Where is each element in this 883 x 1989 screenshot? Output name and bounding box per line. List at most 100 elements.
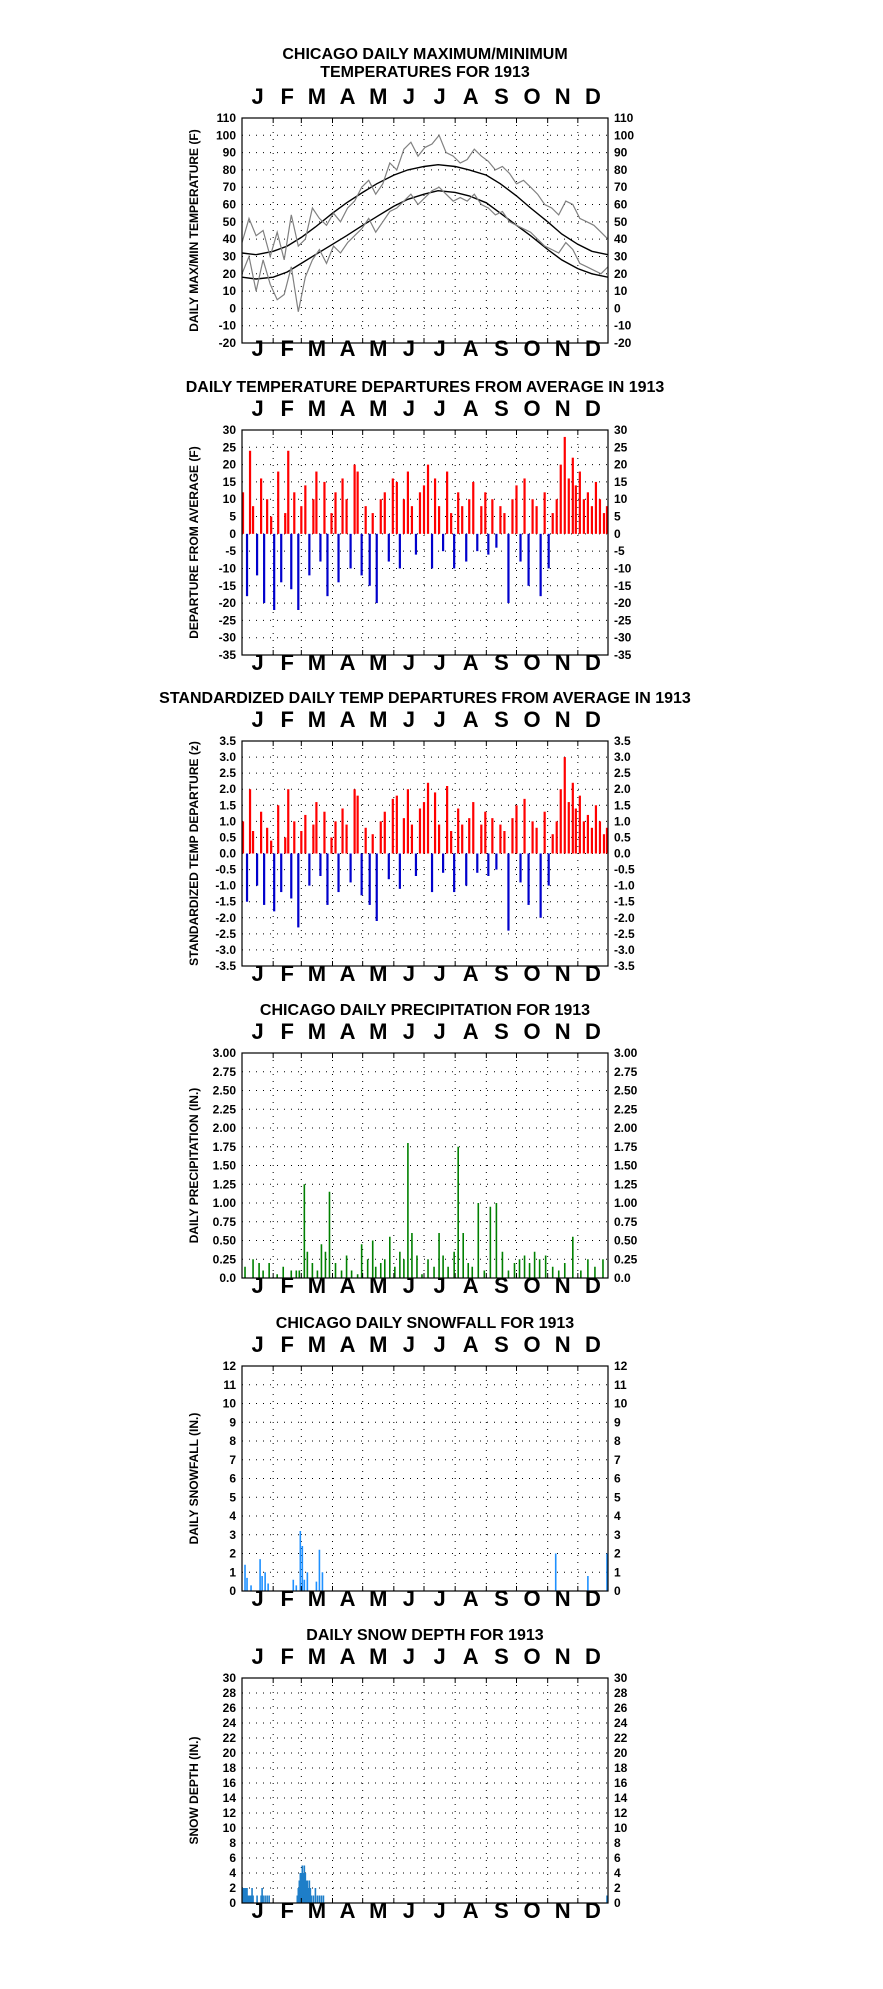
bar — [262, 1270, 264, 1278]
y-tick-label-right: -1.0 — [614, 879, 635, 893]
chart-title: DAILY TEMPERATURE DEPARTURES FROM AVERAG… — [186, 379, 665, 396]
y-tick-label-left: 10 — [223, 1397, 237, 1411]
month-label-bottom: D — [585, 1898, 601, 1923]
month-label-top: A — [463, 707, 479, 732]
bar — [547, 533, 550, 569]
y-tick-label-left: 1.5 — [219, 798, 236, 812]
bar — [468, 818, 471, 854]
bar — [375, 853, 378, 921]
bar — [402, 499, 405, 534]
bar — [300, 506, 303, 534]
y-tick-label-right: 0 — [614, 1584, 621, 1598]
month-label-top: M — [308, 1332, 326, 1357]
y-tick-label-right: 40 — [614, 232, 628, 246]
month-label-top: N — [555, 84, 571, 109]
bar — [268, 1263, 270, 1278]
y-tick-label-right: 16 — [614, 1776, 628, 1790]
bar — [340, 1270, 343, 1278]
bar — [337, 853, 340, 893]
y-tick-label-left: 2.50 — [213, 1084, 237, 1098]
y-axis-label: DAILY MAX/MIN TEMPERATURE (F) — [187, 129, 201, 331]
month-label-bottom: J — [403, 1586, 415, 1611]
y-tick-label-right: 10 — [614, 1821, 628, 1835]
month-label-top: M — [308, 84, 326, 109]
bar — [353, 789, 356, 854]
month-label-bottom: F — [281, 1273, 294, 1298]
month-label-top: N — [555, 396, 571, 421]
series-line-3 — [242, 186, 608, 312]
month-label-top: F — [281, 1644, 294, 1669]
month-label-top: J — [433, 396, 445, 421]
y-tick-label-left: 12 — [223, 1806, 237, 1820]
y-tick-label-right: 4 — [614, 1866, 621, 1880]
month-label-top: M — [308, 1019, 326, 1044]
bar — [414, 853, 418, 876]
month-label-top: S — [494, 707, 509, 732]
y-tick-label-left: 3 — [229, 1528, 236, 1542]
bar — [557, 1270, 560, 1278]
y-tick-label-right: 0.0 — [614, 1271, 631, 1285]
bar — [480, 824, 483, 854]
bar — [453, 853, 456, 893]
bar — [301, 1546, 304, 1591]
bar — [462, 1233, 465, 1278]
y-tick-label-right: 14 — [614, 1791, 628, 1805]
month-label-top: A — [340, 1332, 356, 1357]
y-tick-label-left: 1.0 — [219, 814, 236, 828]
bar — [389, 1236, 391, 1278]
bar — [270, 516, 273, 534]
bar — [468, 499, 471, 534]
y-tick-label-left: 1.00 — [213, 1196, 237, 1210]
bar — [471, 1266, 474, 1278]
bar — [394, 1266, 396, 1278]
bar — [277, 471, 280, 534]
bar — [321, 1572, 324, 1591]
month-label-top: O — [524, 84, 541, 109]
month-label-bottom: J — [251, 1898, 263, 1923]
bar — [256, 1895, 258, 1903]
month-label-bottom: O — [524, 650, 541, 675]
bar — [248, 450, 252, 534]
bar — [531, 499, 534, 534]
bar — [528, 1263, 531, 1278]
month-label-top: J — [433, 1644, 445, 1669]
bar — [555, 821, 558, 854]
bar — [554, 1553, 557, 1591]
month-label-top: J — [251, 707, 263, 732]
bar — [515, 805, 518, 854]
bar — [442, 1255, 444, 1278]
bar — [590, 827, 594, 854]
y-tick-label-left: 20 — [223, 458, 237, 472]
bar — [527, 533, 530, 586]
bar — [407, 1143, 409, 1278]
month-label-top: J — [403, 707, 415, 732]
bar — [310, 1895, 313, 1903]
month-label-bottom: A — [463, 650, 479, 675]
y-tick-label-right: 2.75 — [614, 1065, 638, 1079]
bar — [287, 450, 290, 534]
month-label-top: S — [494, 1019, 509, 1044]
y-tick-label-right: -3.0 — [614, 943, 635, 957]
month-label-bottom: O — [524, 1898, 541, 1923]
bar — [465, 533, 468, 562]
month-label-top: A — [340, 396, 356, 421]
month-label-top: J — [251, 1019, 263, 1044]
month-label-top: S — [494, 1644, 509, 1669]
bar — [515, 485, 518, 534]
bar — [491, 818, 494, 854]
bar — [476, 853, 479, 873]
y-tick-label-right: 12 — [614, 1359, 628, 1373]
y-tick-label-right: -3.5 — [614, 959, 635, 973]
y-tick-label-right: -2.5 — [614, 927, 635, 941]
bar — [578, 795, 581, 854]
bar — [273, 853, 276, 912]
y-tick-label-right: 18 — [614, 1761, 628, 1775]
chart-title: DAILY SNOW DEPTH FOR 1913 — [306, 1627, 543, 1644]
y-tick-label-right: 2 — [614, 1881, 621, 1895]
bar — [499, 506, 502, 534]
month-label-bottom: A — [340, 1898, 356, 1923]
bar — [551, 513, 554, 534]
bar — [368, 533, 371, 586]
month-label-top: A — [340, 84, 356, 109]
bar — [519, 853, 522, 883]
